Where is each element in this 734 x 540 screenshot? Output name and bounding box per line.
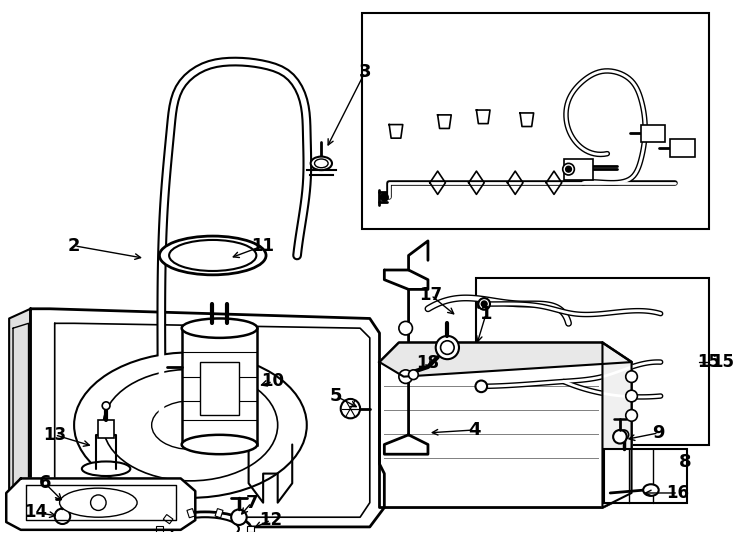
Bar xyxy=(200,362,239,415)
Ellipse shape xyxy=(159,236,266,275)
Circle shape xyxy=(625,390,637,402)
Circle shape xyxy=(619,430,628,440)
Text: 4: 4 xyxy=(468,421,481,439)
Circle shape xyxy=(440,341,454,354)
Ellipse shape xyxy=(310,157,332,170)
Circle shape xyxy=(90,495,106,510)
Text: 9: 9 xyxy=(653,424,665,442)
Bar xyxy=(604,449,687,503)
Polygon shape xyxy=(379,343,631,376)
Circle shape xyxy=(341,399,360,418)
Bar xyxy=(98,420,114,438)
Ellipse shape xyxy=(82,462,131,476)
Text: 5: 5 xyxy=(330,387,342,405)
Text: 13: 13 xyxy=(43,426,66,444)
Ellipse shape xyxy=(74,353,307,498)
Circle shape xyxy=(409,370,418,380)
Text: 11: 11 xyxy=(252,237,275,255)
Text: 17: 17 xyxy=(419,286,443,304)
Ellipse shape xyxy=(169,240,256,271)
Circle shape xyxy=(476,381,487,392)
Text: 2: 2 xyxy=(68,237,80,255)
Bar xyxy=(156,526,163,532)
Circle shape xyxy=(102,402,110,410)
Ellipse shape xyxy=(103,369,277,481)
Bar xyxy=(187,509,195,518)
Bar xyxy=(362,13,709,230)
Ellipse shape xyxy=(152,401,229,449)
Bar xyxy=(476,278,709,444)
Bar xyxy=(237,515,247,524)
Bar xyxy=(247,526,255,532)
Text: 18: 18 xyxy=(416,354,440,372)
Text: 3: 3 xyxy=(359,63,371,81)
Bar xyxy=(564,159,593,180)
Bar xyxy=(182,328,258,444)
Text: 7: 7 xyxy=(245,494,258,512)
Polygon shape xyxy=(603,343,631,508)
Bar xyxy=(163,534,173,540)
Ellipse shape xyxy=(643,484,658,496)
Circle shape xyxy=(625,371,637,382)
Ellipse shape xyxy=(315,159,328,168)
Text: 15: 15 xyxy=(697,353,721,371)
Circle shape xyxy=(380,193,388,201)
Circle shape xyxy=(231,509,247,525)
Text: 15: 15 xyxy=(711,353,734,371)
Polygon shape xyxy=(6,478,195,530)
Text: 16: 16 xyxy=(666,484,689,502)
Circle shape xyxy=(399,321,413,335)
Text: 1: 1 xyxy=(480,305,493,322)
Circle shape xyxy=(625,410,637,421)
Text: 10: 10 xyxy=(261,373,284,390)
Ellipse shape xyxy=(59,488,137,517)
Ellipse shape xyxy=(182,319,258,338)
Ellipse shape xyxy=(159,512,251,540)
Ellipse shape xyxy=(182,435,258,454)
Circle shape xyxy=(436,336,459,359)
Circle shape xyxy=(482,301,487,307)
Circle shape xyxy=(563,164,574,175)
Polygon shape xyxy=(379,343,631,508)
Circle shape xyxy=(566,166,572,172)
Bar xyxy=(215,509,223,518)
Circle shape xyxy=(613,430,627,443)
Text: 8: 8 xyxy=(678,453,691,471)
Bar xyxy=(670,139,694,157)
Bar xyxy=(163,515,173,524)
Circle shape xyxy=(479,298,490,310)
Text: 12: 12 xyxy=(259,511,283,529)
Bar xyxy=(642,125,666,142)
Polygon shape xyxy=(9,309,31,508)
Ellipse shape xyxy=(171,517,239,540)
Circle shape xyxy=(55,509,70,524)
Circle shape xyxy=(399,370,413,383)
Text: 14: 14 xyxy=(23,503,47,521)
Bar xyxy=(237,534,247,540)
Polygon shape xyxy=(31,309,385,527)
Text: 6: 6 xyxy=(39,474,51,492)
